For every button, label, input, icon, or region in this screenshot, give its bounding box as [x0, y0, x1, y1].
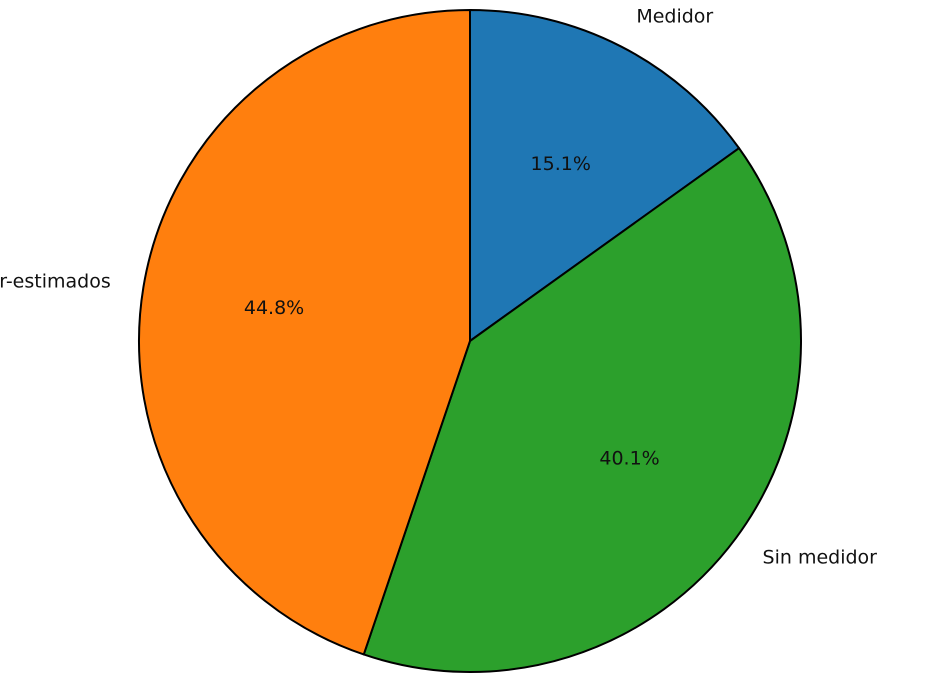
category-label-sin-medidor: Sin medidor	[763, 546, 878, 568]
percent-label-medidor: 15.1%	[531, 153, 591, 175]
category-label-medidor: Medidor	[636, 6, 713, 28]
pie-category-labels: Medidor Sin medidor Medidor-estimados	[0, 6, 877, 569]
percent-label-medidor-estimados: 44.8%	[244, 297, 304, 319]
pie-slice-medidor-estimados	[138, 9, 471, 656]
pie-slice-medidor	[469, 9, 741, 342]
percent-label-sin-medidor: 40.1%	[599, 448, 659, 470]
category-label-medidor-estimados: Medidor-estimados	[0, 270, 111, 292]
pie-slices	[138, 9, 802, 673]
pie-percent-labels: 15.1% 40.1% 44.8%	[244, 153, 660, 470]
pie-slice-sin-medidor	[362, 147, 802, 673]
